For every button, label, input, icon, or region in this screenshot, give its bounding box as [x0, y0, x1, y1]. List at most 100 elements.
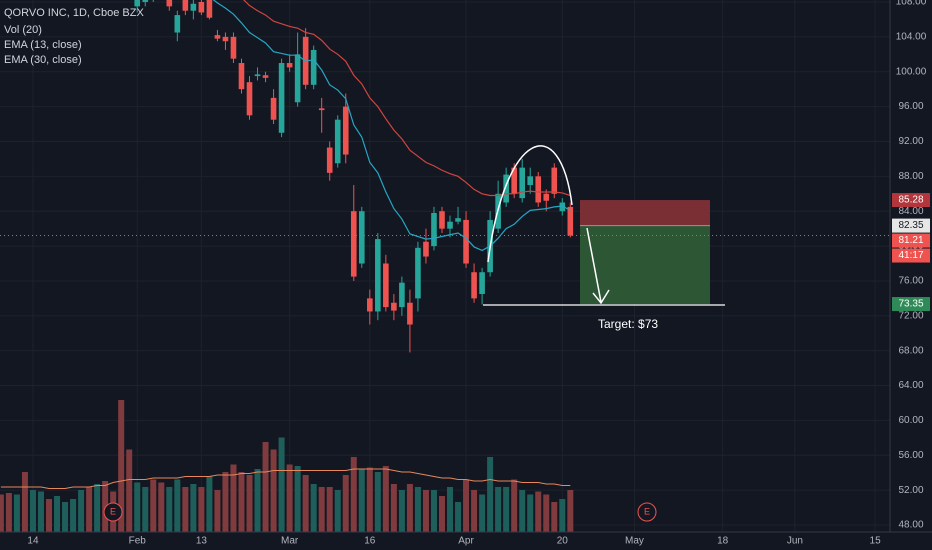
- candle-body: [423, 241, 429, 257]
- candle-body: [198, 2, 205, 13]
- volume-bar: [126, 449, 133, 532]
- candle-body: [270, 97, 277, 120]
- ema-line: [212, 0, 571, 252]
- volume-bar: [13, 494, 20, 532]
- volume-bar: [94, 484, 101, 532]
- candle-body: [238, 63, 245, 90]
- price-axis-bg: [890, 0, 932, 550]
- volume-bar: [278, 437, 285, 532]
- candle-body: [334, 119, 341, 164]
- candle-body: [182, 0, 189, 11]
- volume-bar: [214, 490, 221, 532]
- x-tick-label: Mar: [281, 536, 299, 547]
- y-tick-label: 60.00: [898, 415, 923, 426]
- candle-body: [375, 239, 381, 312]
- candle-body: [559, 202, 566, 212]
- candle-body: [367, 298, 373, 312]
- volume-bar: [21, 472, 28, 532]
- position-tool: [0, 200, 890, 305]
- volume-bar: [463, 479, 470, 532]
- candle-body: [391, 302, 397, 311]
- volume-bar: [29, 490, 36, 532]
- volume-bar: [118, 400, 125, 532]
- earnings-marker[interactable]: [103, 502, 123, 522]
- volume-bar: [495, 487, 502, 532]
- candle-body: [166, 0, 173, 7]
- volume-bar: [150, 479, 157, 532]
- y-tick-label: 68.00: [898, 345, 923, 356]
- countdown-badge: [892, 248, 930, 263]
- y-tick-label: 48.00: [898, 520, 923, 531]
- volume-bar: [447, 487, 454, 532]
- earnings-marker[interactable]: [637, 502, 657, 522]
- candle-body: [455, 218, 461, 222]
- volume-bar: [414, 487, 421, 532]
- volume-bar: [350, 457, 357, 532]
- chart-title: QORVO INC, 1D, Cboe BZX: [4, 7, 144, 19]
- earnings-label[interactable]: E: [110, 506, 116, 516]
- volume-bar: [70, 499, 77, 532]
- volume-bar: [230, 464, 237, 532]
- y-tick-label: 104.00: [896, 32, 927, 43]
- candle-body: [222, 36, 229, 42]
- price-badge: [892, 233, 930, 248]
- volume-bar: [342, 475, 349, 532]
- volume-bar: [455, 502, 462, 532]
- candle-body: [439, 211, 445, 229]
- candle-body: [286, 63, 293, 68]
- volume-bar: [190, 484, 197, 532]
- x-tick-label: Feb: [129, 536, 147, 547]
- volume-bar: [222, 472, 229, 532]
- candle-body: [246, 82, 253, 116]
- volume-bar: [286, 464, 293, 532]
- volume-bar: [5, 493, 12, 532]
- earnings-label[interactable]: E: [644, 506, 650, 516]
- x-tick-label: 20: [557, 536, 569, 547]
- candle-body: [463, 219, 469, 264]
- volume-bar: [559, 499, 566, 532]
- volume-bar: [254, 469, 261, 532]
- x-tick-label: 18: [717, 536, 729, 547]
- volume-bar: [398, 490, 405, 532]
- candle-body: [254, 74, 261, 77]
- x-tick-label: 14: [27, 536, 39, 547]
- volume-bar: [511, 479, 518, 532]
- candle-body: [431, 212, 437, 247]
- volume-bar: [551, 502, 558, 532]
- volume-bar: [166, 487, 173, 532]
- target-label: Target: $73: [598, 317, 658, 331]
- candle-body: [503, 174, 509, 203]
- candle-body: [214, 35, 221, 39]
- volume-bar: [102, 481, 109, 532]
- candle-body: [567, 206, 574, 236]
- volume-bar: [158, 482, 165, 532]
- candle-body: [310, 49, 317, 85]
- drawings: Target: $73 E E: [103, 145, 725, 522]
- candle-body: [543, 193, 550, 201]
- volume-bar: [246, 475, 253, 532]
- volume-bar: [334, 490, 341, 532]
- volume-bar: [294, 466, 301, 532]
- volume-bar: [134, 482, 141, 532]
- candle-body: [407, 302, 413, 325]
- legend: QORVO INC, 1D, Cboe BZX Vol (20) EMA (13…: [4, 7, 144, 66]
- volume-bar: [438, 496, 445, 532]
- volume-bar: [366, 467, 373, 532]
- candle-body: [415, 247, 421, 299]
- candle-body: [383, 263, 389, 308]
- volume-bar: [142, 487, 149, 532]
- volume-bar: [487, 457, 494, 532]
- volume-bar: [543, 494, 550, 532]
- volume-ma-line: [0, 468, 571, 489]
- volume-bar: [238, 472, 245, 532]
- ema-lines: [212, 0, 571, 252]
- y-tick-label: 108.00: [896, 0, 927, 8]
- plot: Target: $73 E E: [0, 0, 890, 532]
- candle-body: [519, 167, 525, 199]
- y-tick-label: 100.00: [896, 66, 927, 77]
- volume-bar: [471, 490, 478, 532]
- candle-body: [174, 15, 181, 33]
- volume-bar: [430, 490, 437, 532]
